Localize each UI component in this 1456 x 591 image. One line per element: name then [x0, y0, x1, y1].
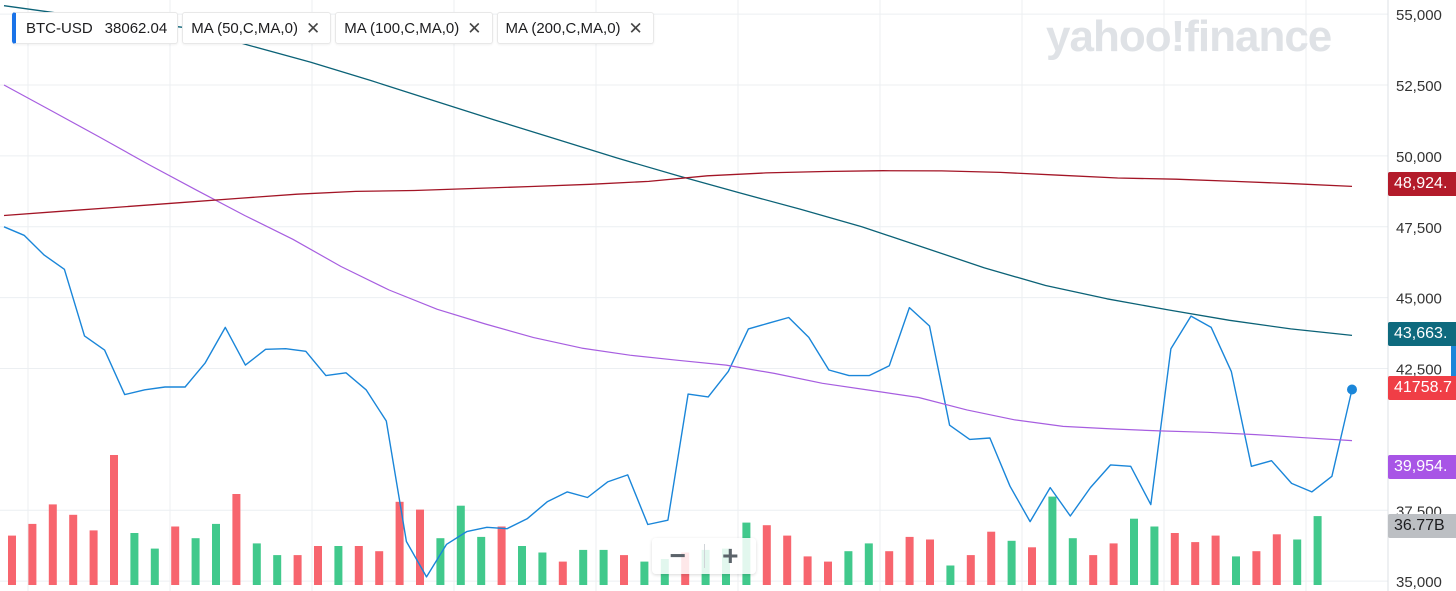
volume-bar: [1089, 555, 1098, 585]
symbol-label: BTC-USD: [26, 19, 93, 37]
volume-bar: [1272, 534, 1281, 585]
volume-bar: [1130, 518, 1138, 585]
zoom-divider: [703, 544, 705, 568]
current-price-tag: 41758.7: [1388, 376, 1456, 400]
volume-bar: [456, 505, 465, 585]
volume-bar: [436, 538, 445, 585]
volume-bar: [130, 533, 139, 585]
yahoo-finance-logo: yahoo!finance: [1046, 12, 1332, 61]
volume-bar: [1252, 551, 1261, 585]
volume-bar: [1232, 556, 1240, 585]
volume-bar: [171, 526, 180, 585]
y-tick-label: 35,000: [1396, 574, 1442, 591]
volume-bar: [48, 504, 57, 585]
legend-ma50[interactable]: MA (50,C,MA,0) ✕: [182, 12, 332, 44]
volume-bar: [946, 565, 955, 585]
volume-bar: [926, 539, 934, 585]
volume-bar: [375, 551, 384, 585]
series-line-ma200: [3, 170, 1353, 217]
volume-bar: [1170, 533, 1179, 585]
volume-bar: [864, 543, 873, 585]
price-marker-bar: [1451, 342, 1456, 378]
y-tick-label: 55,000: [1396, 7, 1442, 24]
ma100-price-tag: 43,663.: [1388, 322, 1456, 346]
ma50-label: MA (50,C,MA,0): [191, 19, 298, 37]
volume-bar: [1028, 547, 1036, 585]
close-icon[interactable]: ✕: [305, 18, 321, 38]
volume-bar: [599, 549, 608, 585]
volume-bar: [783, 535, 792, 585]
volume-bar: [1191, 542, 1200, 585]
volume-bar: [620, 555, 628, 585]
volume-bar: [579, 549, 588, 585]
price-value: 38062.04: [104, 19, 168, 37]
zoom-out-button[interactable]: −: [669, 540, 686, 571]
y-tick-label: 45,000: [1396, 291, 1442, 308]
ma200-price-tag: 48,924.: [1388, 172, 1456, 196]
volume-bar: [538, 552, 547, 585]
volume-bar: [497, 526, 506, 585]
volume-bar: [89, 530, 98, 585]
volume-bar: [293, 555, 302, 585]
close-icon[interactable]: ✕: [628, 18, 643, 38]
series-line-price: [3, 226, 1353, 578]
volume-bar: [966, 555, 975, 585]
volume-bar: [987, 531, 996, 585]
volume-bar: [416, 509, 424, 585]
volume-bar: [334, 546, 343, 585]
legend-ma200[interactable]: MA (200,C,MA,0) ✕: [496, 12, 654, 44]
volume-bar: [477, 536, 486, 585]
volume-bar: [1007, 540, 1016, 585]
legend-symbol[interactable]: BTC-USD 38062.04: [12, 12, 179, 44]
volume-bar: [395, 501, 404, 585]
volume-bar: [1109, 543, 1118, 585]
y-axis: 55,00052,50050,00047,50045,00042,50037,5…: [1387, 0, 1456, 591]
zoom-in-button[interactable]: +: [722, 540, 739, 571]
volume-bar: [273, 555, 282, 585]
volume-bar: [110, 455, 118, 585]
y-tick-label: 42,500: [1396, 362, 1442, 379]
zoom-controls: − +: [652, 538, 756, 574]
volume-bar: [518, 546, 526, 585]
volume-bar: [824, 561, 832, 585]
volume-bar: [28, 523, 37, 585]
ma50-price-tag: 39,954.: [1388, 455, 1456, 479]
last-price-marker: [1347, 384, 1357, 395]
volume-bar: [1313, 516, 1322, 585]
volume-bar: [885, 551, 894, 585]
volume-bar: [762, 525, 771, 585]
volume-bar: [191, 538, 200, 585]
legend: BTC-USD 38062.04 MA (50,C,MA,0) ✕ MA (10…: [12, 12, 654, 44]
grid: [0, 0, 1388, 591]
volume-bar: [8, 535, 16, 585]
y-tick-label: 47,500: [1396, 220, 1442, 237]
ma200-label: MA (200,C,MA,0): [505, 19, 621, 37]
price-lines: [3, 5, 1357, 578]
volume-bar: [1150, 526, 1159, 585]
volume-bar: [558, 561, 567, 585]
legend-ma100[interactable]: MA (100,C,MA,0) ✕: [335, 12, 493, 44]
volume-bar: [905, 536, 914, 585]
volume-bar: [232, 494, 241, 585]
volume-bar: [1293, 539, 1302, 585]
volume-bar: [1211, 535, 1220, 585]
y-tick-label: 52,500: [1396, 78, 1442, 95]
volume-bar: [212, 523, 220, 585]
volume-bar: [354, 546, 363, 585]
volume-bar: [1048, 496, 1057, 585]
volume-tag: 36.77B: [1388, 514, 1456, 538]
volume-bar: [314, 546, 322, 585]
close-icon[interactable]: ✕: [467, 18, 482, 38]
volume-bar: [150, 548, 159, 585]
series-line-ma50: [3, 84, 1353, 442]
volume-bar: [252, 543, 261, 585]
volume-bar: [844, 551, 853, 585]
volume-bar: [69, 514, 78, 585]
volume-bar: [803, 556, 812, 585]
y-tick-label: 50,000: [1396, 149, 1442, 166]
volume-bar: [640, 561, 649, 585]
ma100-label: MA (100,C,MA,0): [344, 19, 460, 37]
volume-bar: [1068, 538, 1077, 585]
